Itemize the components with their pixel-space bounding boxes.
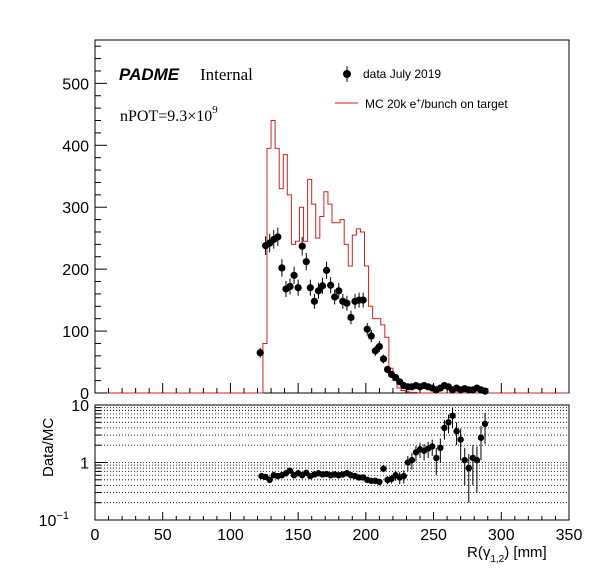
x-tick-label: 250 [420, 527, 447, 544]
data-point [359, 296, 367, 304]
x-tick-label: 200 [353, 527, 380, 544]
ratio-point [465, 464, 472, 472]
data-point [310, 297, 318, 305]
x-axis-title-rest: ) [mm] [504, 544, 547, 561]
x-tick-label: 0 [91, 527, 100, 544]
ratio-point [380, 465, 387, 472]
ratio-grid [95, 407, 569, 504]
ratio-point [441, 424, 448, 432]
ratio-y-axis: 10 1 10−1 [39, 398, 107, 530]
ratio-point [429, 443, 436, 450]
ratio-point [408, 456, 416, 464]
x-tick-label: 100 [217, 527, 244, 544]
data-point [278, 264, 286, 272]
legend-data-marker [343, 70, 351, 78]
legend: data July 2019 MC 20k e+/bunch on target [335, 66, 508, 111]
data-point [274, 233, 282, 241]
ratio-point [473, 456, 481, 464]
y-tick-label: 400 [62, 138, 89, 155]
x-tick-label: 350 [556, 527, 583, 544]
legend-mc-label-sup: + [416, 96, 421, 105]
data-point [286, 282, 294, 291]
data-point [306, 284, 314, 292]
ratio-y-axis-title: Data/MC [40, 418, 57, 477]
legend-entry-mc: MC 20k e+/bunch on target [335, 96, 508, 111]
y-tick-label: 200 [62, 262, 89, 279]
data-point [294, 284, 302, 292]
ratio-point [449, 412, 456, 419]
npot-annotation: nPOT=9.3×109 [120, 104, 218, 125]
data-point [302, 258, 310, 266]
ratio-point [286, 467, 294, 474]
data-point [481, 387, 489, 395]
ratio-point [461, 456, 468, 464]
main-x-axis-ticks [94, 383, 570, 393]
data-point [331, 293, 339, 301]
ratio-x-axis: 0 50 100 150 200 250 300 350 [91, 512, 583, 544]
data-point [363, 325, 371, 333]
ratio-point [445, 419, 452, 426]
npot-prefix: nPOT=9.3×10 [120, 108, 212, 125]
brand-label: PADME [119, 65, 180, 84]
data-point [298, 242, 306, 250]
data-point [367, 332, 375, 340]
data-point [347, 313, 355, 322]
ratio-point [266, 476, 273, 484]
ratio-point [481, 420, 489, 428]
ratio-point [433, 454, 440, 462]
data-point [327, 281, 335, 289]
data-point [375, 342, 383, 351]
legend-mc-label-main: MC 20k e [365, 97, 417, 111]
legend-data-label: data July 2019 [363, 67, 441, 81]
y-tick-label: 500 [62, 76, 89, 93]
data-point [290, 271, 298, 279]
ratio-point [437, 444, 444, 452]
x-tick-label: 150 [285, 527, 312, 544]
main-y-axis: 0 100 200 300 400 500 [62, 45, 107, 403]
x-axis-title-main: R(γ [467, 544, 491, 561]
legend-entry-data: data July 2019 [343, 66, 441, 82]
main-histogram-panel: 0 100 200 300 400 500 PADME Internal nPOT=9.3… [62, 39, 570, 403]
mc-histogram-line [95, 120, 569, 394]
data-point [343, 299, 351, 307]
data-point [335, 287, 343, 295]
x-tick-label: 300 [488, 527, 515, 544]
data-series [256, 227, 489, 395]
brand-suffix-label: Internal [200, 65, 253, 84]
ratio-point [453, 428, 460, 435]
mc-series [95, 120, 569, 394]
data-point [256, 349, 264, 357]
npot-exponent: 9 [212, 104, 218, 116]
y-tick-label: 100 [62, 324, 89, 341]
x-axis-title-sub: 1,2 [490, 554, 504, 565]
legend-mc-label-rest: /bunch on target [421, 97, 508, 111]
ratio-point [457, 436, 464, 443]
data-point [314, 287, 323, 295]
data-point [379, 355, 388, 363]
main-plot-frame [94, 39, 570, 394]
ratio-y-tick-label: 1 [80, 456, 89, 473]
ratio-y-tick-label: 10 [71, 398, 89, 415]
x-axis-title: R(γ1,2) [mm] [467, 544, 547, 565]
ratio-y-tick-label: 10−1 [39, 510, 69, 530]
legend-mc-label: MC 20k e+/bunch on target [365, 96, 508, 111]
ratio-point [400, 472, 407, 480]
y-tick-label: 300 [62, 200, 89, 217]
ratio-point [477, 434, 485, 441]
data-point [322, 266, 331, 274]
ratio-point [376, 478, 383, 486]
ratio-series [258, 407, 489, 503]
x-tick-label: 50 [154, 527, 172, 544]
data-point [318, 282, 327, 290]
y-tick-label: 0 [80, 386, 89, 403]
data-point [383, 365, 392, 374]
ratio-panel: 10 1 10−1 0 50 100 150 200 250 300 350 Data/MC R(… [39, 398, 583, 565]
